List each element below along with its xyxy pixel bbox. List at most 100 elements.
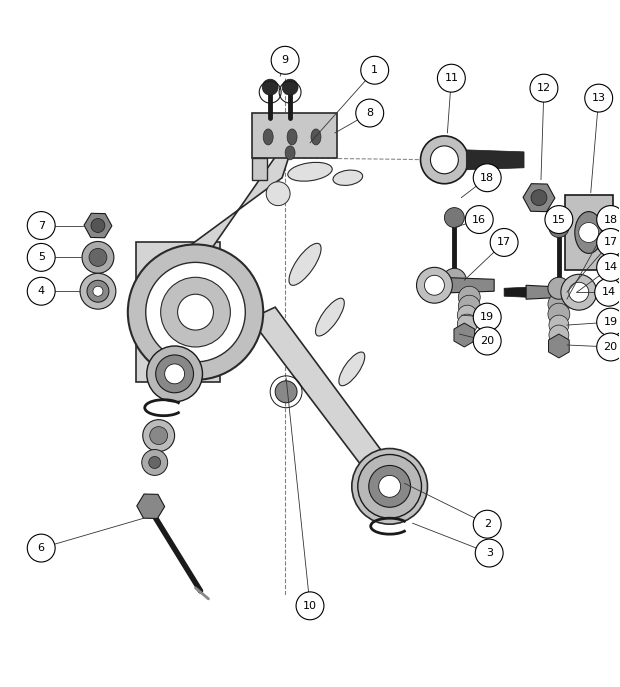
Circle shape [545, 205, 573, 234]
Circle shape [356, 99, 384, 127]
Circle shape [27, 534, 55, 562]
Circle shape [266, 182, 290, 205]
Text: 18: 18 [480, 172, 494, 183]
Circle shape [585, 85, 613, 112]
Circle shape [596, 205, 620, 234]
Text: 17: 17 [497, 238, 511, 247]
Ellipse shape [339, 352, 365, 385]
Polygon shape [438, 278, 494, 293]
Circle shape [358, 455, 422, 518]
Text: 20: 20 [480, 336, 494, 346]
Circle shape [473, 510, 501, 538]
Circle shape [548, 303, 570, 325]
Ellipse shape [333, 170, 363, 185]
Circle shape [89, 249, 107, 267]
Text: 5: 5 [38, 252, 45, 262]
Circle shape [271, 46, 299, 74]
Ellipse shape [289, 243, 321, 285]
Circle shape [361, 56, 389, 85]
Circle shape [595, 278, 620, 306]
Polygon shape [504, 287, 526, 297]
Circle shape [548, 293, 570, 315]
Text: 18: 18 [604, 214, 618, 225]
Ellipse shape [288, 162, 332, 181]
Ellipse shape [264, 129, 273, 145]
Circle shape [596, 229, 620, 256]
Circle shape [296, 592, 324, 620]
Circle shape [374, 471, 405, 502]
Circle shape [473, 164, 501, 192]
Circle shape [143, 420, 175, 451]
Circle shape [443, 269, 466, 292]
Circle shape [430, 146, 458, 174]
Ellipse shape [285, 146, 295, 160]
Text: 12: 12 [537, 83, 551, 93]
Polygon shape [565, 194, 613, 270]
Circle shape [27, 243, 55, 271]
Circle shape [369, 466, 410, 507]
Circle shape [569, 282, 589, 302]
Text: 13: 13 [591, 93, 606, 103]
Circle shape [82, 241, 114, 273]
Text: 6: 6 [38, 543, 45, 553]
Circle shape [87, 280, 109, 302]
Polygon shape [526, 285, 564, 300]
Circle shape [490, 229, 518, 256]
Circle shape [549, 325, 569, 345]
Circle shape [364, 460, 415, 513]
Circle shape [445, 207, 464, 227]
Circle shape [465, 205, 493, 234]
Circle shape [128, 245, 264, 380]
Circle shape [596, 254, 620, 281]
Text: 15: 15 [552, 214, 566, 225]
Circle shape [142, 449, 167, 475]
Circle shape [549, 218, 569, 238]
Ellipse shape [287, 129, 297, 145]
Polygon shape [180, 150, 290, 282]
Circle shape [149, 427, 167, 444]
Circle shape [458, 305, 477, 325]
Circle shape [561, 274, 596, 310]
Text: 17: 17 [604, 238, 618, 247]
Circle shape [549, 315, 569, 335]
Circle shape [579, 223, 599, 243]
Polygon shape [252, 158, 267, 180]
Circle shape [420, 136, 468, 183]
Circle shape [548, 278, 570, 300]
Circle shape [146, 262, 246, 362]
Polygon shape [466, 150, 524, 170]
Circle shape [27, 212, 55, 240]
Circle shape [80, 273, 116, 309]
Text: 9: 9 [281, 55, 289, 65]
Circle shape [262, 79, 278, 95]
Text: 19: 19 [480, 312, 494, 322]
Circle shape [596, 333, 620, 361]
Circle shape [156, 355, 193, 393]
Circle shape [417, 267, 453, 303]
Text: 4: 4 [38, 286, 45, 296]
Circle shape [379, 475, 401, 497]
Text: 14: 14 [601, 287, 616, 297]
Ellipse shape [575, 212, 603, 254]
Text: 2: 2 [484, 519, 491, 529]
Circle shape [165, 364, 185, 384]
Circle shape [458, 314, 477, 334]
Text: 3: 3 [485, 548, 493, 558]
Circle shape [282, 79, 298, 95]
Circle shape [473, 327, 501, 355]
Circle shape [177, 294, 213, 330]
Text: 19: 19 [604, 317, 618, 327]
Polygon shape [252, 113, 337, 158]
Text: 1: 1 [371, 65, 378, 76]
Text: 16: 16 [472, 214, 486, 225]
Circle shape [149, 456, 161, 469]
Text: 14: 14 [604, 262, 618, 272]
Circle shape [91, 218, 105, 232]
Circle shape [275, 381, 297, 403]
Circle shape [147, 346, 203, 402]
Circle shape [425, 275, 445, 295]
Circle shape [476, 539, 503, 567]
Circle shape [27, 278, 55, 305]
Polygon shape [190, 307, 400, 496]
Text: 10: 10 [303, 601, 317, 611]
